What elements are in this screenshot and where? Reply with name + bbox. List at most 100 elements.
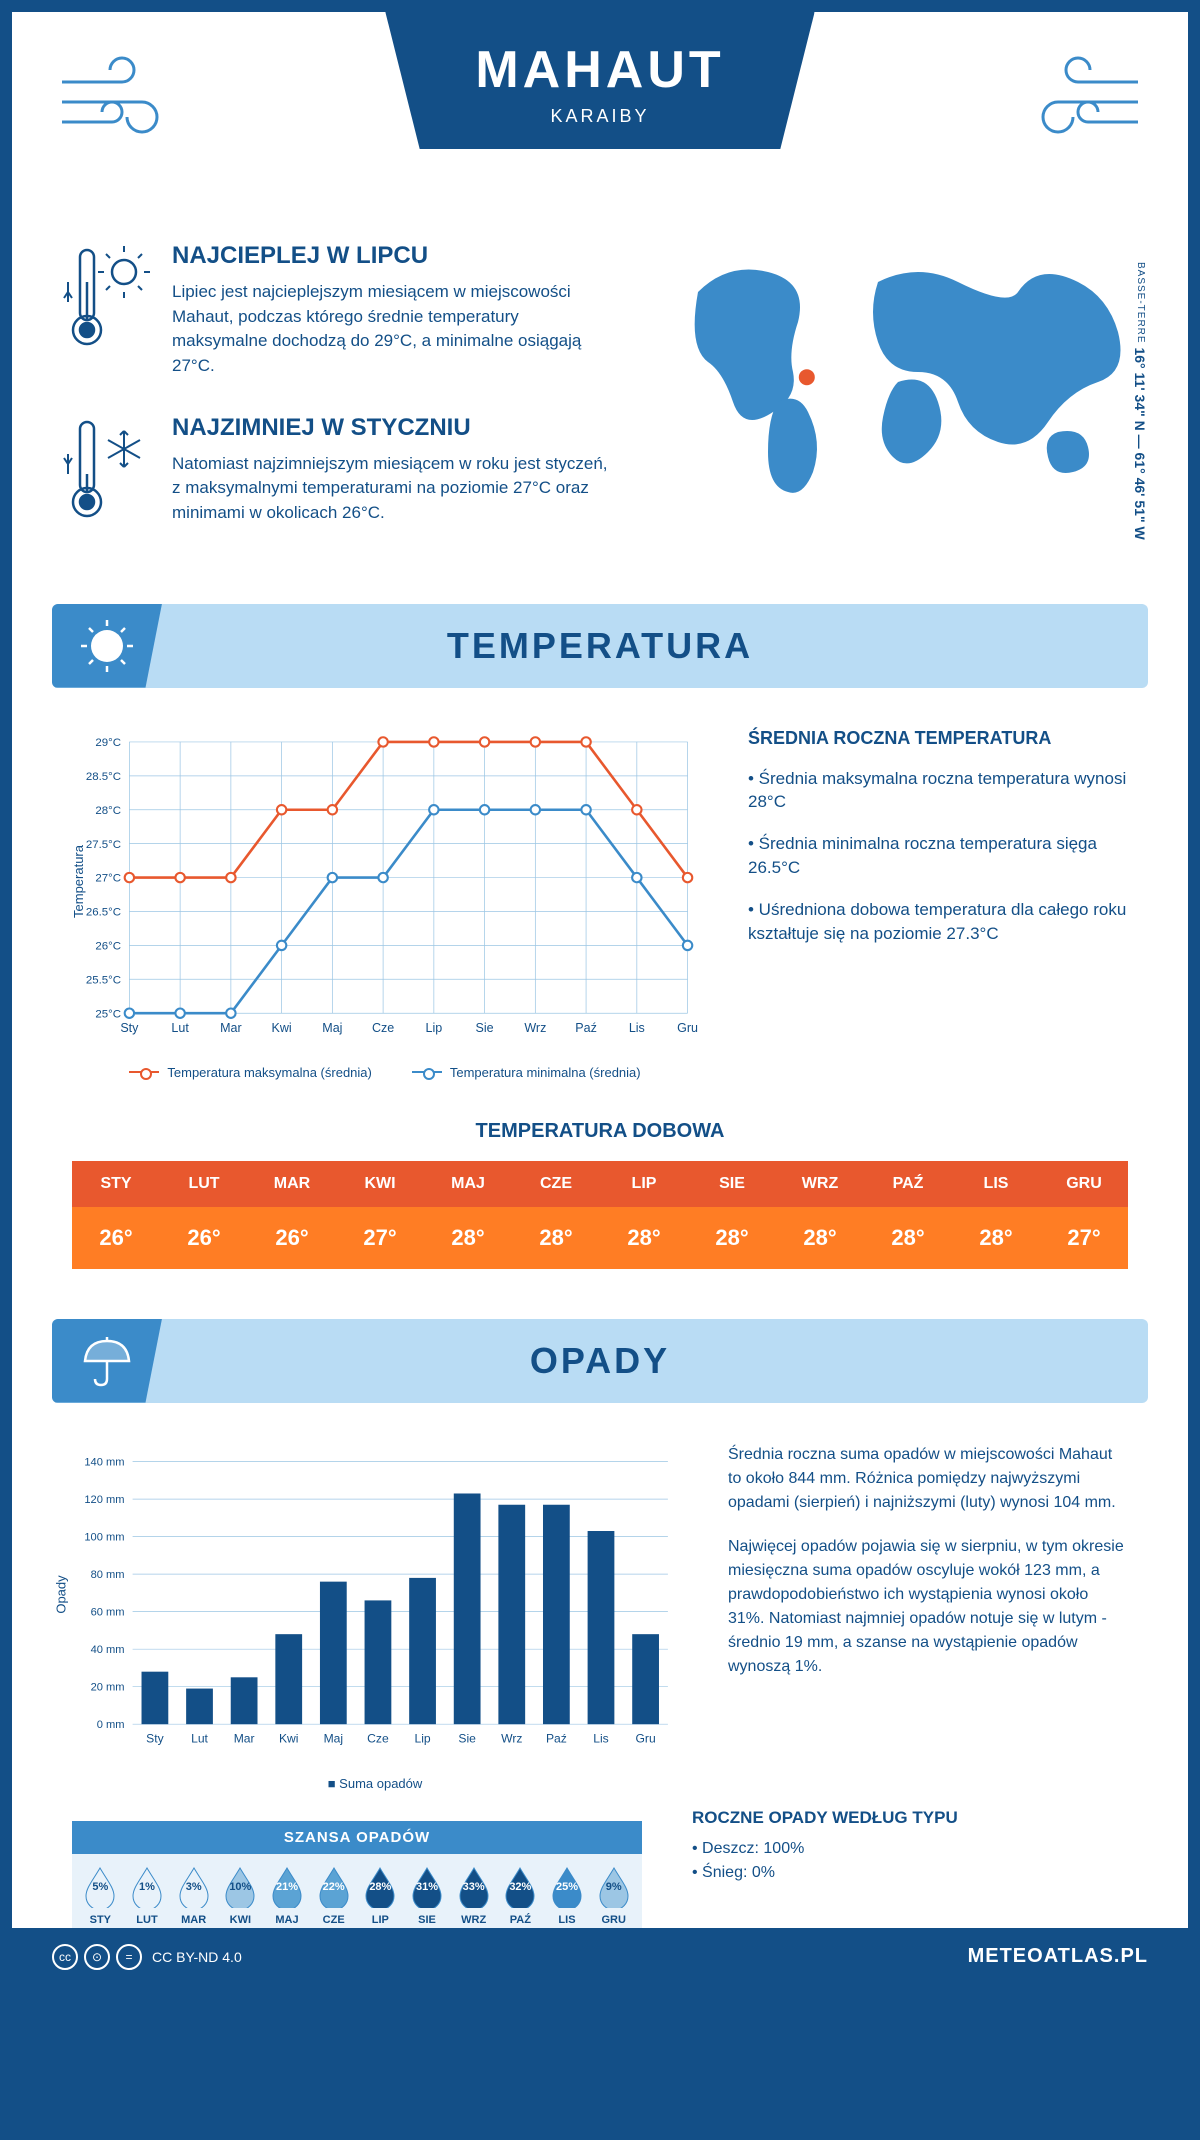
annual-precip-by-type: ROCZNE OPADY WEDŁUG TYPU • Deszcz: 100% …	[632, 1808, 1188, 1928]
footer: cc ⊙ = CC BY-ND 4.0 METEOATLAS.PL	[12, 1928, 1188, 1986]
dobowa-value: 28°	[864, 1207, 952, 1269]
dobowa-month: GRU	[1040, 1161, 1128, 1207]
svg-text:0 mm: 0 mm	[97, 1719, 125, 1731]
daily-temp-table: TEMPERATURA DOBOWA STYLUTMARKWIMAJCZELIP…	[12, 1120, 1188, 1319]
svg-text:Maj: Maj	[324, 1731, 344, 1745]
sun-icon	[52, 604, 162, 688]
svg-text:27°C: 27°C	[95, 872, 121, 884]
thermometer-snow-icon	[62, 414, 152, 529]
svg-text:Lip: Lip	[425, 1021, 442, 1035]
svg-text:Kwi: Kwi	[279, 1731, 299, 1745]
dobowa-month: CZE	[512, 1161, 600, 1207]
svg-text:27.5°C: 27.5°C	[86, 838, 121, 850]
temp-side-title: ŚREDNIA ROCZNA TEMPERATURA	[748, 728, 1128, 749]
dobowa-value: 28°	[424, 1207, 512, 1269]
szansa-month: MAJ	[265, 1914, 310, 1926]
svg-text:Mar: Mar	[220, 1021, 242, 1035]
szansa-month: MAR	[171, 1914, 216, 1926]
svg-text:Mar: Mar	[234, 1731, 255, 1745]
szansa-cell: 1% LUT	[125, 1866, 170, 1926]
szansa-month: GRU	[591, 1914, 636, 1926]
szansa-month: SIE	[405, 1914, 450, 1926]
temperature-line-chart: Temperatura 25°C25.5°C26°C26.5°C27°C27.5…	[72, 728, 698, 1080]
svg-text:80 mm: 80 mm	[91, 1569, 125, 1581]
coldest-title: NAJZIMNIEJ W STYCZNIU	[172, 414, 618, 442]
title-banner: MAHAUT KARAIBY	[385, 12, 814, 149]
szansa-cell: 3%MAR	[171, 1866, 216, 1926]
dobowa-value: 26°	[160, 1207, 248, 1269]
roczne-rain: • Deszcz: 100%	[692, 1840, 1128, 1858]
dobowa-value: 27°	[336, 1207, 424, 1269]
svg-text:28.5°C: 28.5°C	[86, 771, 121, 783]
temp-bullet: • Średnia maksymalna roczna temperatura …	[748, 767, 1128, 815]
svg-text:Lut: Lut	[171, 1021, 189, 1035]
szansa-cell: 9%GRU	[591, 1866, 636, 1926]
page-title: MAHAUT	[475, 40, 724, 100]
szansa-cell: 10% KWI	[218, 1866, 263, 1926]
raindrop-icon: 31%	[410, 1866, 444, 1908]
coldest-text: Natomiast najzimniejszym miesiącem w rok…	[172, 452, 618, 526]
dobowa-month: LIP	[600, 1161, 688, 1207]
temperature-summary: ŚREDNIA ROCZNA TEMPERATURA • Średnia mak…	[748, 728, 1128, 1080]
szansa-month: LUT	[125, 1914, 170, 1926]
license-text: CC BY-ND 4.0	[152, 1949, 242, 1965]
svg-text:Lip: Lip	[414, 1731, 430, 1745]
dobowa-value: 28°	[512, 1207, 600, 1269]
world-map	[658, 242, 1138, 507]
svg-text:120 mm: 120 mm	[84, 1494, 124, 1506]
raindrop-icon: 25%	[550, 1866, 584, 1908]
svg-text:Cze: Cze	[372, 1021, 394, 1035]
thermometer-sun-icon	[62, 242, 152, 379]
dobowa-value: 28°	[600, 1207, 688, 1269]
szansa-cell: 22% CZE	[311, 1866, 356, 1926]
raindrop-icon: 5%	[83, 1866, 117, 1908]
umbrella-icon	[52, 1319, 162, 1403]
roczne-title: ROCZNE OPADY WEDŁUG TYPU	[692, 1808, 1128, 1828]
szansa-month: WRZ	[451, 1914, 496, 1926]
svg-text:40 mm: 40 mm	[91, 1644, 125, 1656]
raindrop-icon: 22%	[317, 1866, 351, 1908]
nd-icon: =	[116, 1944, 142, 1970]
raindrop-icon: 10%	[223, 1866, 257, 1908]
szansa-month: KWI	[218, 1914, 263, 1926]
svg-text:Kwi: Kwi	[272, 1021, 292, 1035]
hottest-text: Lipiec jest najcieplejszym miesiącem w m…	[172, 280, 618, 379]
svg-text:Paź: Paź	[575, 1021, 597, 1035]
svg-text:60 mm: 60 mm	[91, 1606, 125, 1618]
dobowa-month: STY	[72, 1161, 160, 1207]
precipitation-summary: Średnia roczna suma opadów w miejscowośc…	[728, 1443, 1128, 1791]
szansa-cell: 32%PAŹ	[498, 1866, 543, 1926]
svg-text:Cze: Cze	[367, 1731, 389, 1745]
szansa-month: PAŹ	[498, 1914, 543, 1926]
szansa-month: LIP	[358, 1914, 403, 1926]
svg-text:28°C: 28°C	[95, 804, 121, 816]
legend-min: Temperatura minimalna (średnia)	[412, 1065, 641, 1080]
dobowa-value: 28°	[776, 1207, 864, 1269]
svg-text:Wrz: Wrz	[501, 1731, 522, 1745]
szansa-month: LIS	[545, 1914, 590, 1926]
legend-max: Temperatura maksymalna (średnia)	[129, 1065, 371, 1080]
precipitation-section-banner: OPADY	[52, 1319, 1148, 1403]
temp-bullet: • Uśredniona dobowa temperatura dla całe…	[748, 898, 1128, 946]
precip-legend: Suma opadów	[72, 1776, 678, 1791]
svg-text:20 mm: 20 mm	[91, 1681, 125, 1693]
szansa-month: CZE	[311, 1914, 356, 1926]
svg-text:Sie: Sie	[476, 1021, 494, 1035]
svg-text:Paź: Paź	[546, 1731, 567, 1745]
precip-ylabel: Opady	[54, 1575, 69, 1613]
temperature-section-banner: TEMPERATURA	[52, 604, 1148, 688]
hottest-block: NAJCIEPLEJ W LIPCU Lipiec jest najcieple…	[62, 242, 618, 379]
svg-text:100 mm: 100 mm	[84, 1531, 124, 1543]
dobowa-month: LIS	[952, 1161, 1040, 1207]
svg-text:25.5°C: 25.5°C	[86, 974, 121, 986]
szansa-title: SZANSA OPADÓW	[72, 1821, 642, 1854]
raindrop-icon: 1%	[130, 1866, 164, 1908]
temp-ylabel: Temperatura	[71, 845, 86, 918]
dobowa-value: 26°	[72, 1207, 160, 1269]
dobowa-title: TEMPERATURA DOBOWA	[72, 1120, 1128, 1143]
dobowa-month: SIE	[688, 1161, 776, 1207]
cc-icon: cc	[52, 1944, 78, 1970]
svg-text:140 mm: 140 mm	[84, 1456, 124, 1468]
wind-icon-right	[1008, 52, 1148, 157]
dobowa-value: 27°	[1040, 1207, 1128, 1269]
